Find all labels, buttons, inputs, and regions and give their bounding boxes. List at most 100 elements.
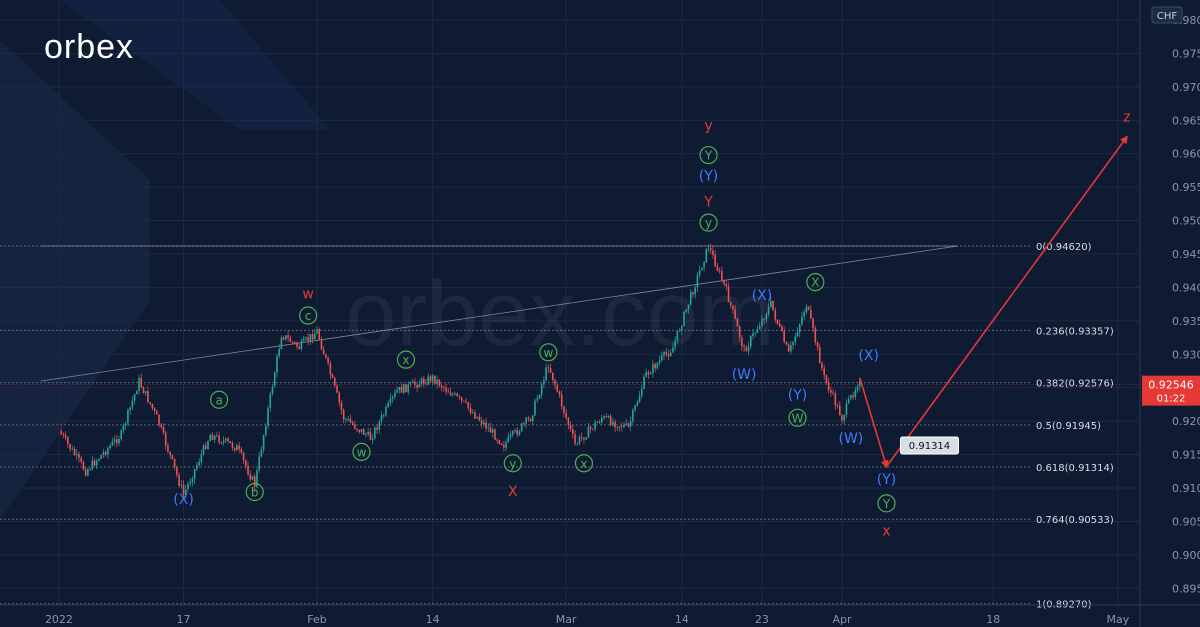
candle-body — [556, 385, 559, 392]
candle-body — [496, 439, 498, 441]
candle-body — [594, 422, 596, 430]
candle-body — [362, 429, 365, 435]
candle-body — [305, 337, 307, 339]
candle-body — [80, 457, 82, 462]
wave-label: y — [705, 216, 712, 230]
trendline — [41, 245, 958, 382]
candle-body — [458, 396, 461, 398]
candle-body — [253, 476, 256, 487]
candle-body — [187, 483, 189, 490]
candle-body — [796, 332, 799, 337]
candle-body — [596, 422, 599, 423]
candle-body — [209, 434, 212, 442]
wave-label: a — [215, 393, 222, 407]
wave-label: w — [357, 445, 367, 459]
candle-body — [563, 406, 565, 413]
candle-body — [667, 354, 670, 356]
candle-body — [685, 309, 688, 312]
candle-body — [416, 384, 418, 388]
candle-body — [858, 381, 861, 387]
candle-body — [351, 422, 354, 425]
candle-body — [752, 333, 754, 337]
candle-body — [256, 470, 258, 487]
candle-body — [736, 318, 739, 327]
candle-body — [607, 416, 610, 418]
candle-body — [592, 428, 594, 430]
candle-body — [745, 347, 748, 352]
candle-body — [407, 384, 410, 393]
candle-body — [658, 360, 661, 363]
fib-level-label: 0.764(0.90533) — [1036, 515, 1114, 526]
candle-body — [82, 461, 85, 470]
candle-body — [838, 405, 841, 416]
target-price-callout — [899, 436, 959, 455]
candle-body — [443, 387, 445, 388]
wave-label: (Y) — [788, 388, 807, 404]
wave-label: w — [302, 287, 313, 303]
candle-body — [104, 452, 107, 455]
candle-body — [291, 341, 294, 343]
candle-body — [572, 429, 574, 435]
candle-body — [211, 434, 214, 440]
candle-body — [262, 435, 265, 450]
candle-body — [307, 337, 309, 341]
candle-body — [738, 326, 741, 338]
candle-body — [774, 310, 777, 320]
wave-label-circle — [699, 145, 718, 165]
candle-body — [841, 415, 843, 421]
candle-body — [620, 426, 623, 427]
candle-body — [727, 286, 730, 302]
candle-body — [405, 384, 407, 393]
candle-body — [783, 331, 785, 342]
candle-body — [409, 382, 412, 385]
candle-body — [538, 394, 541, 399]
y-tick-label: 0.95500 — [1172, 181, 1200, 194]
candle-body — [787, 344, 790, 352]
candle-body — [598, 422, 601, 423]
y-tick-label: 0.96500 — [1172, 114, 1200, 127]
candle-body — [193, 469, 196, 480]
candle-body — [260, 449, 263, 457]
candle-body — [142, 387, 145, 394]
candle-body — [380, 415, 383, 422]
candle-body — [663, 352, 665, 356]
candle-body — [834, 393, 837, 406]
candle-body — [109, 445, 111, 449]
candle-body — [247, 466, 249, 475]
candle-body — [552, 372, 554, 380]
candle-body — [576, 443, 579, 445]
candle-body — [605, 416, 607, 418]
candle-body — [749, 336, 752, 347]
wave-label: (W) — [839, 431, 864, 447]
candle-body — [156, 410, 158, 415]
candle-body — [507, 436, 510, 443]
candle-body — [498, 440, 501, 444]
fib-level-label: 0.618(0.91314) — [1036, 463, 1114, 474]
candle-body — [345, 419, 347, 420]
candle-body — [476, 416, 478, 419]
wave-label: x — [580, 457, 587, 471]
candle-body — [681, 326, 683, 331]
candle-body — [402, 384, 405, 393]
candle-body — [683, 311, 685, 327]
candle-body — [781, 326, 783, 332]
candle-body — [115, 439, 118, 444]
y-tick-label: 0.90500 — [1172, 515, 1200, 528]
candle-body — [436, 379, 438, 384]
candle-body — [302, 338, 305, 342]
candle-body — [509, 434, 512, 437]
wave-label-circle — [299, 306, 318, 325]
candle-body — [269, 393, 272, 408]
candle-body — [743, 346, 745, 348]
candle-body — [471, 412, 474, 414]
candle-body — [360, 429, 363, 432]
candle-body — [454, 393, 456, 395]
candle-body — [531, 415, 534, 422]
candle-body — [184, 489, 187, 495]
candle-body — [714, 255, 716, 267]
fib-level-label: 0.236(0.93357) — [1036, 326, 1114, 337]
x-tick-label: 23 — [755, 613, 769, 626]
wave-label-circle — [245, 482, 264, 502]
